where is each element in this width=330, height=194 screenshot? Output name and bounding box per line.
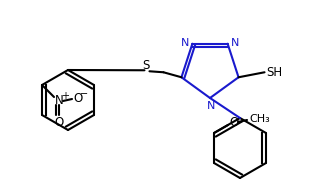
Text: −: − [80, 89, 88, 99]
Text: S: S [142, 59, 149, 72]
Text: CH₃: CH₃ [249, 114, 270, 124]
Text: N: N [55, 94, 63, 107]
Text: O: O [73, 93, 82, 106]
Text: SH: SH [266, 66, 282, 79]
Text: +: + [61, 91, 69, 101]
Text: N: N [181, 38, 189, 48]
Text: N: N [207, 101, 215, 111]
Text: N: N [230, 38, 239, 48]
Text: O: O [229, 115, 239, 128]
Text: O: O [54, 117, 64, 130]
